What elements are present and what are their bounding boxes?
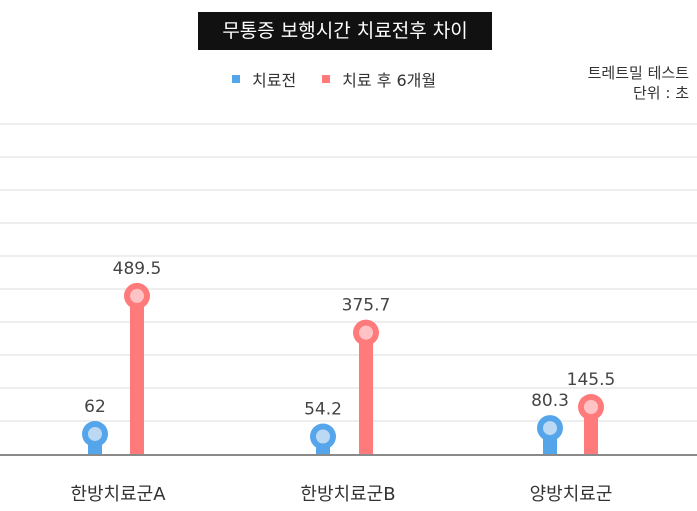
data-label: 80.3 — [531, 391, 569, 411]
legend-item-after: 치료 후 6개월 — [322, 67, 436, 91]
bar-marker-inner-icon — [359, 325, 373, 340]
category-label: 한방치료군B — [300, 484, 396, 505]
bar-stem — [130, 295, 144, 454]
data-label: 62 — [84, 397, 106, 417]
bar-marker-inner-icon — [130, 288, 144, 303]
data-label: 145.5 — [567, 370, 616, 390]
bar-marker-inner-icon — [88, 426, 102, 441]
bar-stem — [359, 332, 373, 454]
note-test-name: 트레트밀 테스트 — [587, 64, 689, 82]
legend-swatch-red-icon — [322, 75, 331, 83]
data-label: 489.5 — [113, 259, 162, 279]
chart-note: 트레트밀 테스트 단위 : 초 — [588, 63, 689, 103]
legend-item-before: 치료전 — [232, 67, 296, 91]
bar-marker-inner-icon — [543, 421, 557, 436]
category-label: 한방치료군A — [70, 484, 166, 505]
category-label: 양방치료군 — [529, 484, 613, 505]
note-unit: 단위 : 초 — [633, 84, 689, 102]
chart-legend: 치료전 치료 후 6개월 — [232, 68, 462, 90]
data-label: 54.2 — [304, 399, 342, 419]
legend-label-before: 치료전 — [252, 71, 297, 90]
bar-marker-inner-icon — [316, 429, 330, 444]
legend-label-after: 치료 후 6개월 — [342, 71, 437, 90]
data-label: 375.7 — [342, 296, 391, 316]
chart-title: 무통증 보행시간 치료전후 차이 — [198, 12, 492, 50]
bar-marker-inner-icon — [584, 400, 598, 415]
legend-swatch-blue-icon — [232, 75, 240, 83]
